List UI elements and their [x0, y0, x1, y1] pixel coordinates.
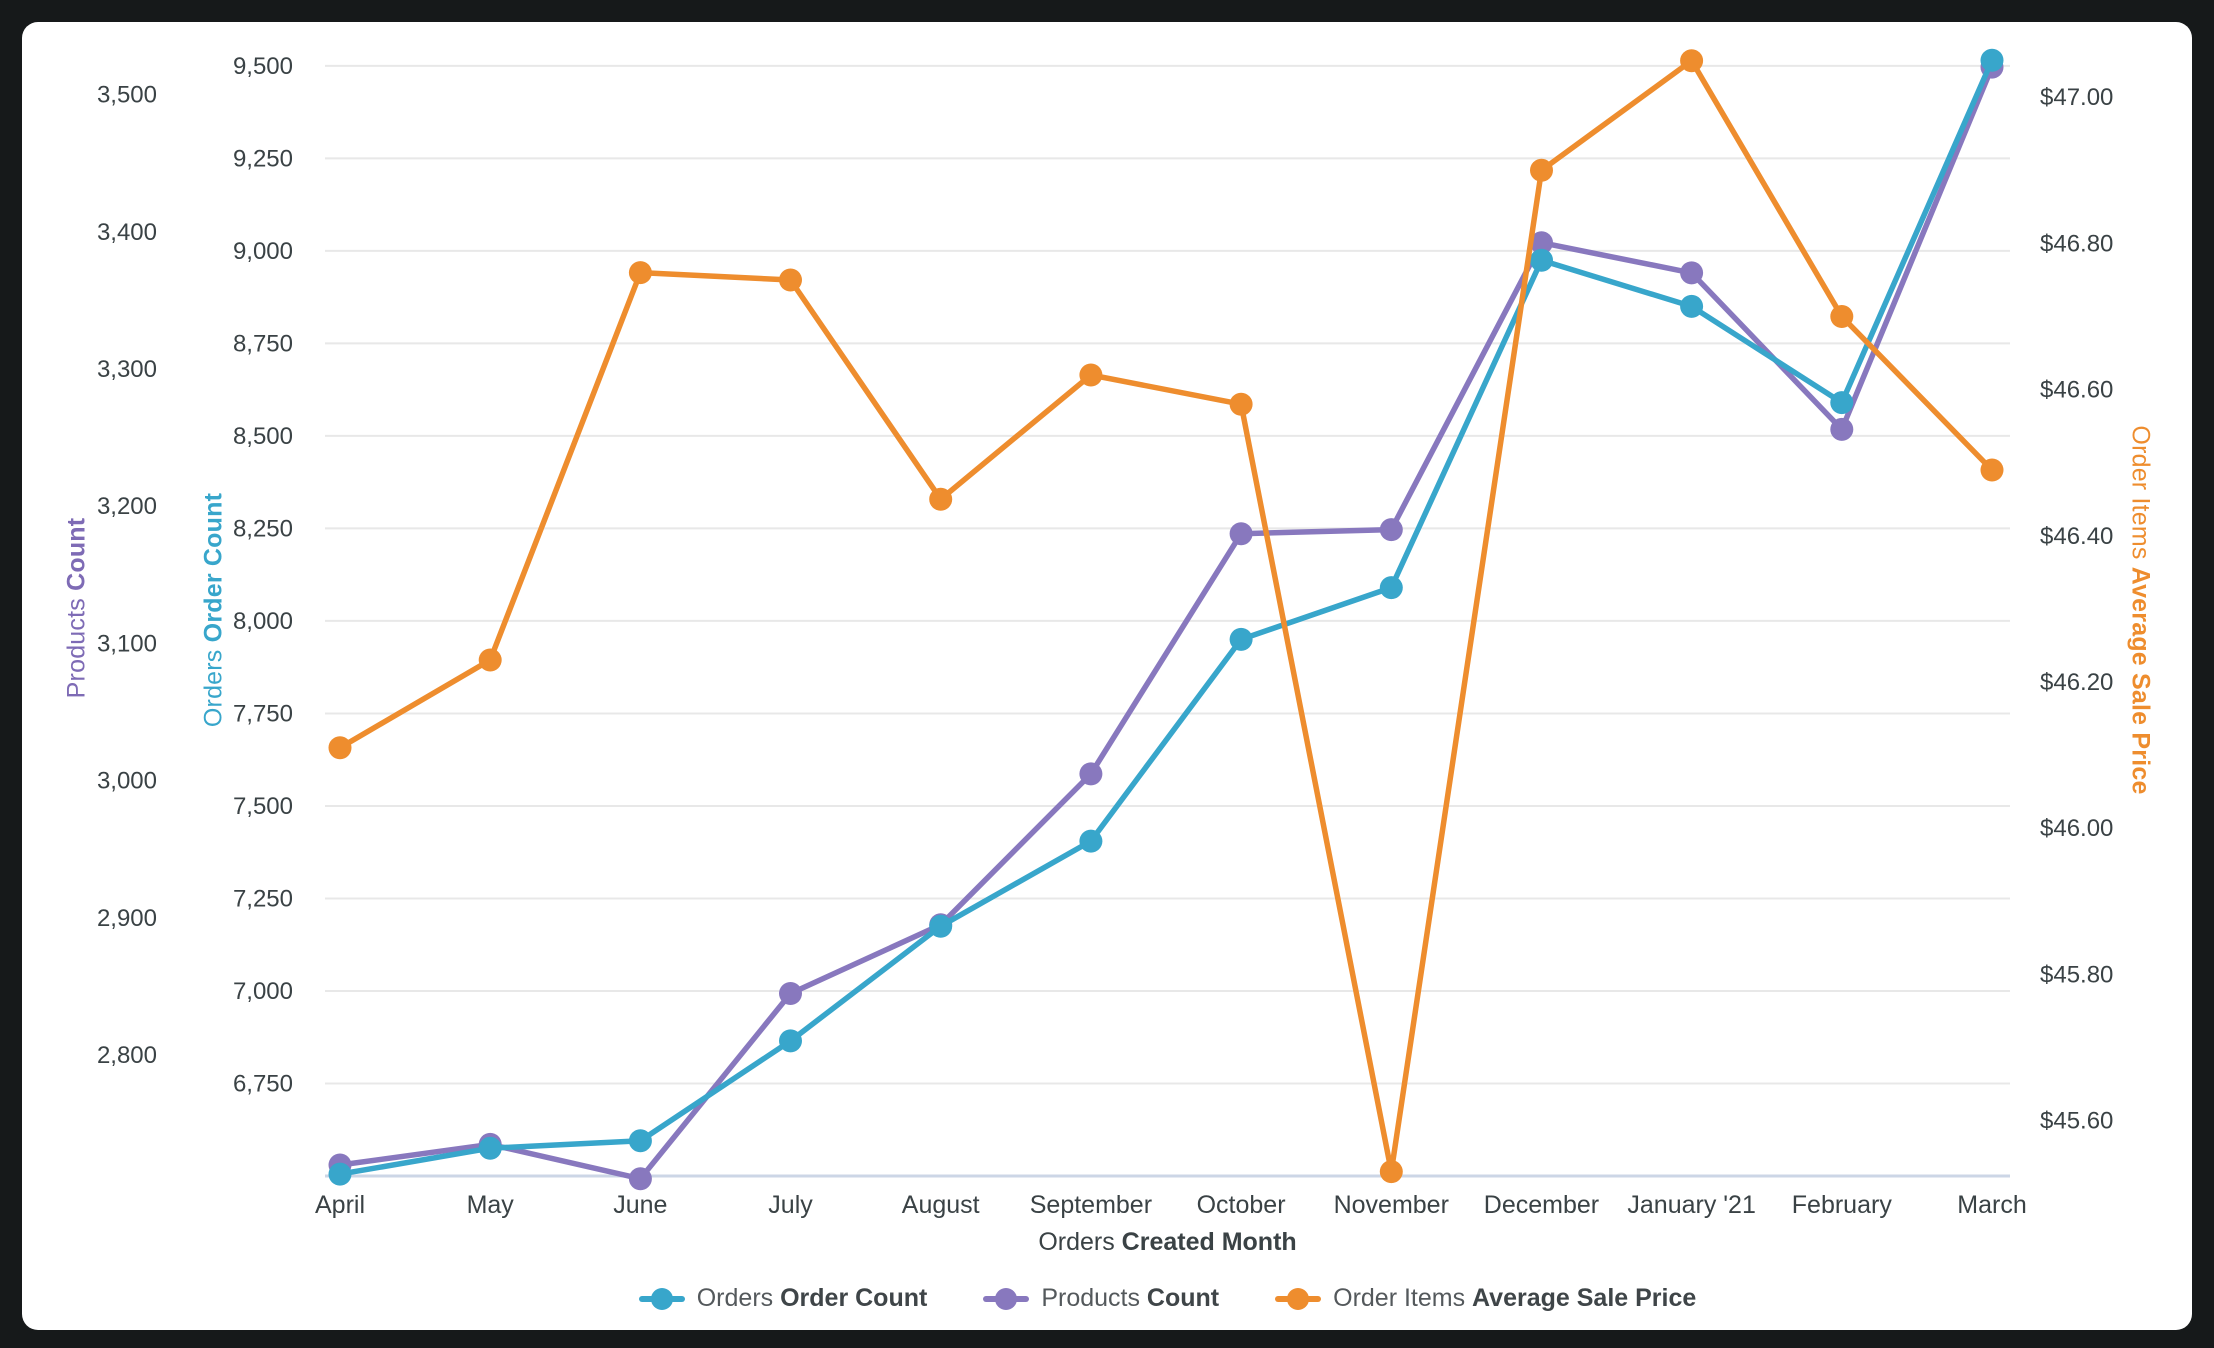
legend-item-price[interactable]: Order Items Average Sale Price — [1275, 1284, 1696, 1313]
series-point-price[interactable] — [1379, 1160, 1403, 1184]
series-point-price[interactable] — [628, 261, 652, 285]
y-tick-label-price: $47.00 — [2040, 84, 2113, 111]
series-point-price[interactable] — [929, 487, 953, 511]
y-axis-title-order-items-average-sale-price: Order Items Average Sale Price — [2126, 425, 2155, 795]
y-tick-label-products: 3,400 — [97, 219, 157, 246]
x-tick-label: March — [1957, 1191, 2026, 1219]
y-tick-label-products: 2,800 — [97, 1042, 157, 1069]
x-tick-label: May — [467, 1191, 515, 1219]
x-tick-label: September — [1030, 1191, 1152, 1219]
legend-item-products[interactable]: Products Count — [983, 1284, 1219, 1313]
legend-marker-price-icon — [1275, 1287, 1322, 1311]
series-point-price[interactable] — [1980, 458, 2004, 482]
series-point-price[interactable] — [1530, 158, 1553, 182]
y-axis-title-orders-order-count: Orders Order Count — [199, 492, 228, 728]
y-tick-label-price: $46.40 — [2040, 523, 2113, 550]
y-tick-label-products: 3,000 — [97, 768, 157, 795]
y-tick-label-products: 2,900 — [97, 905, 157, 932]
y-tick-label-price: $46.20 — [2040, 669, 2113, 696]
series-point-price[interactable] — [1079, 363, 1103, 387]
series-point-products[interactable] — [1379, 518, 1403, 542]
series-point-orders[interactable] — [1530, 248, 1553, 272]
y-tick-label-orders: 7,750 — [233, 700, 293, 727]
x-tick-label: January '21 — [1627, 1191, 1755, 1219]
x-tick-label: December — [1484, 1191, 1599, 1219]
x-tick-label: October — [1197, 1191, 1286, 1219]
series-point-products[interactable] — [1079, 762, 1103, 786]
legend-item-orders[interactable]: Orders Order Count — [638, 1284, 928, 1313]
series-point-price[interactable] — [1680, 49, 1704, 73]
series-point-price[interactable] — [1830, 305, 1854, 328]
x-tick-label: November — [1334, 1191, 1449, 1219]
series-point-price[interactable] — [478, 648, 502, 672]
y-tick-label-orders: 9,250 — [233, 145, 293, 172]
y-tick-label-price: $45.60 — [2040, 1107, 2113, 1134]
legend-label: Orders Order Count — [696, 1284, 928, 1312]
y-tick-label-orders: 8,500 — [233, 423, 293, 450]
legend-marker-dot — [995, 1287, 1018, 1310]
series-point-products[interactable] — [628, 1167, 652, 1191]
y-tick-label-orders: 7,500 — [233, 793, 293, 820]
series-point-orders[interactable] — [1379, 576, 1403, 600]
legend-marker-products-icon — [983, 1287, 1030, 1311]
legend-label: Order Items Average Sale Price — [1333, 1284, 1697, 1312]
series-point-price[interactable] — [779, 268, 802, 292]
series-point-products[interactable] — [1830, 417, 1854, 441]
series-point-price[interactable] — [328, 736, 352, 760]
y-axis-title-products-count: Products Count — [62, 517, 91, 699]
series-point-products[interactable] — [779, 982, 802, 1005]
series-point-orders[interactable] — [478, 1136, 502, 1160]
series-point-products[interactable] — [1680, 261, 1704, 285]
series-line-price[interactable] — [337, 57, 1995, 1175]
x-tick-label: June — [613, 1191, 667, 1219]
y-tick-label-orders: 7,000 — [233, 978, 293, 1005]
series-line-orders[interactable] — [337, 57, 1995, 1177]
series-point-orders[interactable] — [779, 1029, 802, 1053]
series-point-products[interactable] — [1229, 522, 1253, 546]
y-tick-label-orders: 8,750 — [233, 330, 293, 357]
y-tick-label-orders: 6,750 — [233, 1070, 293, 1097]
x-tick-label: February — [1792, 1191, 1893, 1219]
legend-marker-orders-icon — [638, 1287, 685, 1311]
chart-card — [22, 22, 2192, 1330]
y-tick-label-orders: 9,000 — [233, 238, 293, 265]
legend-marker-dot — [1287, 1287, 1310, 1310]
series-point-price[interactable] — [1229, 392, 1253, 416]
series-point-orders[interactable] — [1830, 391, 1854, 415]
series-point-orders[interactable] — [1680, 294, 1704, 318]
y-tick-label-products: 3,200 — [97, 493, 157, 520]
x-tick-label: July — [768, 1191, 813, 1219]
y-tick-label-price: $46.00 — [2040, 815, 2113, 842]
series-point-orders[interactable] — [328, 1162, 352, 1186]
y-tick-label-price: $46.60 — [2040, 377, 2113, 404]
legend-label: Products Count — [1041, 1284, 1220, 1312]
series-point-orders[interactable] — [929, 914, 953, 938]
y-tick-label-products: 3,500 — [97, 82, 157, 109]
y-tick-label-price: $46.80 — [2040, 230, 2113, 257]
x-axis-title: Orders Created Month — [1038, 1228, 1297, 1256]
y-tick-label-price: $45.80 — [2040, 961, 2113, 988]
series-point-orders[interactable] — [1980, 48, 2004, 72]
legend-marker-dot — [650, 1287, 673, 1310]
y-tick-label-orders: 9,500 — [233, 53, 293, 80]
series-point-products[interactable] — [1530, 231, 1553, 255]
y-tick-label-products: 3,300 — [97, 356, 157, 383]
y-tick-label-orders: 8,000 — [233, 608, 293, 635]
x-tick-label: August — [902, 1191, 980, 1219]
y-tick-label-orders: 8,250 — [233, 515, 293, 542]
y-tick-label-products: 3,100 — [97, 630, 157, 657]
x-tick-label: April — [315, 1191, 365, 1219]
y-tick-label-orders: 7,250 — [233, 885, 293, 912]
series-point-orders[interactable] — [1079, 829, 1103, 853]
chart-legend: Orders Order Count Products Count Order It… — [325, 1284, 2010, 1313]
series-point-orders[interactable] — [628, 1129, 652, 1153]
series-line-products[interactable] — [337, 64, 1995, 1182]
series-point-orders[interactable] — [1229, 627, 1253, 651]
